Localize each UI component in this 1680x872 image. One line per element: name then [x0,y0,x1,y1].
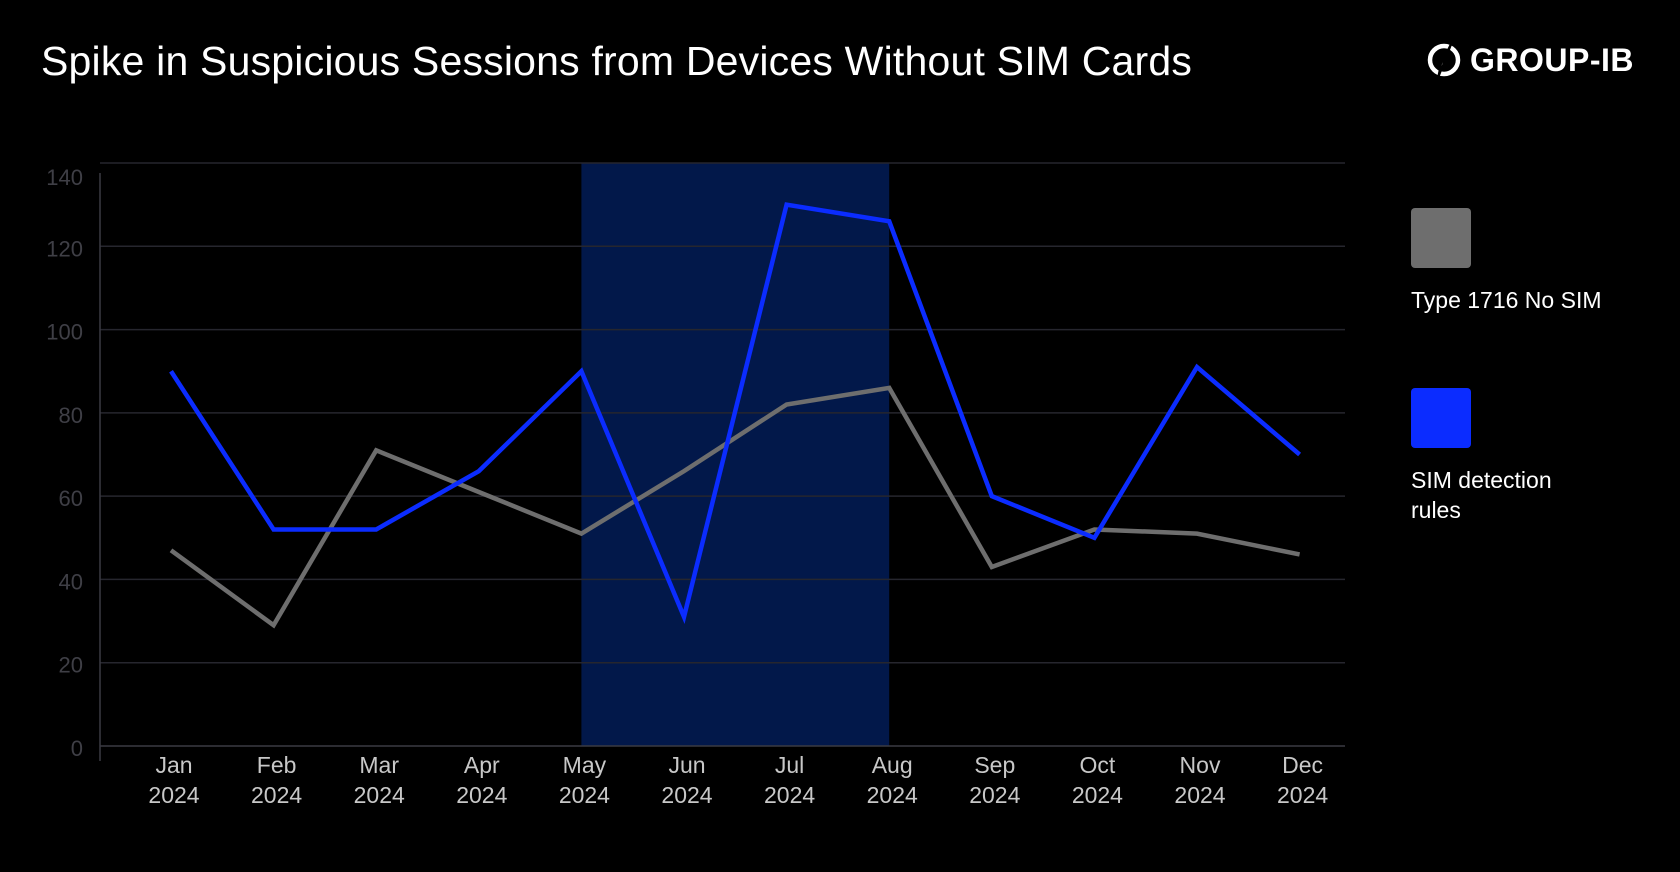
x-tick-label: Apr [464,752,500,778]
chart-title: Spike in Suspicious Sessions from Device… [41,38,1193,84]
x-tick-label: 2024 [1277,782,1328,808]
x-tick-label: Sep [974,752,1015,778]
x-tick-label: Mar [359,752,399,778]
x-tick-label: 2024 [1174,782,1225,808]
y-tick-label: 40 [59,569,83,594]
x-tick-label: 2024 [1072,782,1123,808]
logo-text: GROUP-IB [1470,41,1634,78]
x-tick-label: 2024 [354,782,405,808]
legend-label-sim-detection: SIM detection rules [1411,467,1552,523]
x-tick-label: Feb [257,752,297,778]
x-tick-label: Jul [775,752,804,778]
y-tick-label: 20 [59,653,83,678]
legend-swatch-sim-detection [1411,388,1471,448]
x-tick-label: 2024 [559,782,610,808]
y-tick-label: 0 [71,736,83,761]
legend-swatch-type-1716 [1411,208,1471,268]
y-tick-label: 140 [46,165,83,190]
series-line-1 [169,202,1302,625]
y-tick-label: 80 [59,403,83,428]
x-tick-label: 2024 [764,782,815,808]
y-tick-label: 120 [46,236,83,261]
x-tick-label: 2024 [867,782,918,808]
x-tick-label: 2024 [251,782,302,808]
legend-label-type-1716: Type 1716 No SIM [1411,287,1602,313]
x-tick-label: May [563,752,607,778]
x-tick-label: Jun [668,752,705,778]
x-tick-label: Jan [155,752,192,778]
y-tick-label: 100 [46,320,83,345]
group-ib-logo-icon [1427,41,1461,79]
highlight-band [581,163,890,746]
x-tick-label: Aug [872,752,913,778]
y-tick-label: 60 [59,486,83,511]
x-tick-label: 2024 [148,782,199,808]
x-tick-label: 2024 [456,782,507,808]
series-line-0 [169,385,1301,629]
x-tick-label: Oct [1080,752,1116,778]
x-tick-label: Nov [1180,752,1221,778]
x-tick-label: 2024 [661,782,712,808]
x-tick-label: Dec [1282,752,1323,778]
x-tick-label: 2024 [969,782,1020,808]
group-ib-logo: GROUP-IB [1426,40,1634,80]
